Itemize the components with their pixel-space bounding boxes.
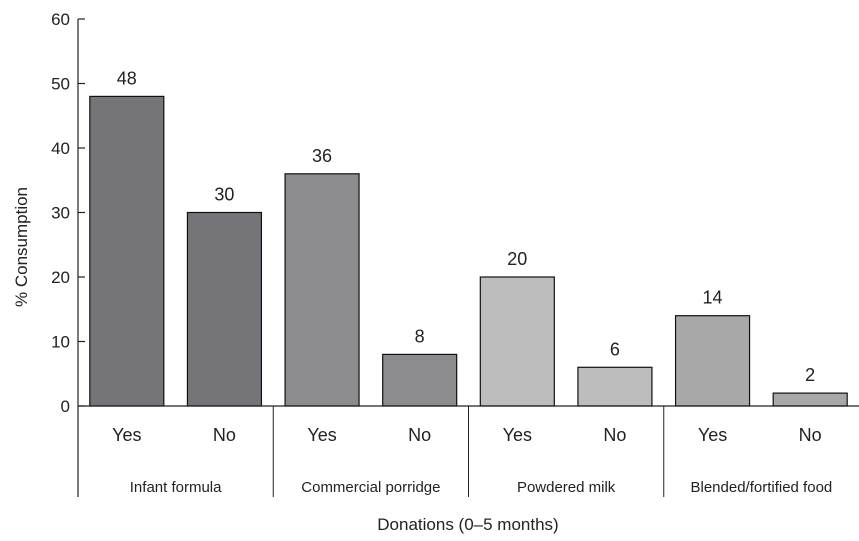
- bars: 48 30 36 8 20 6 14 2: [89, 68, 848, 407]
- y-tick-label: 60: [51, 10, 70, 29]
- bar-value-label: 6: [610, 339, 620, 359]
- y-tick-label: 20: [51, 268, 70, 287]
- bar: [382, 353, 458, 407]
- y-tick-label: 50: [51, 75, 70, 94]
- y-tick-label: 0: [61, 397, 70, 416]
- bar-category-label: Yes: [112, 425, 141, 445]
- group-label: Blended/fortified food: [690, 479, 832, 496]
- bar-category-label: No: [799, 425, 822, 445]
- y-axis: 0 10 20 30 40 50 60: [51, 10, 85, 497]
- group-label: Infant formula: [130, 479, 222, 496]
- bar: [577, 366, 653, 407]
- bar: [674, 315, 751, 407]
- x-axis-title: Donations (0–5 months): [377, 515, 558, 534]
- x-axis: Yes No Infant formula Yes No Commercial porri…: [78, 405, 859, 497]
- y-axis-title: % Consumption: [12, 187, 31, 307]
- y-tick-label: 30: [51, 204, 70, 223]
- bar: [89, 95, 165, 407]
- bar-value-label: 30: [214, 185, 234, 205]
- bar-category-label: No: [408, 425, 431, 445]
- bar-value-label: 8: [415, 326, 425, 346]
- bar-category-label: No: [603, 425, 626, 445]
- bar-category-label: Yes: [698, 425, 727, 445]
- group-label: Commercial porridge: [301, 479, 440, 496]
- bar-category-label: Yes: [307, 425, 336, 445]
- bar-value-label: 36: [312, 146, 332, 166]
- bar-value-label: 2: [805, 365, 815, 385]
- bar: [284, 173, 360, 407]
- group-label: Powdered milk: [517, 479, 616, 496]
- bar: [186, 211, 263, 407]
- bar: [479, 276, 555, 407]
- bar: [772, 392, 848, 407]
- bar-category-label: Yes: [503, 425, 532, 445]
- bar-value-label: 48: [117, 68, 137, 88]
- bar-category-label: No: [213, 425, 236, 445]
- y-tick-label: 10: [51, 333, 70, 352]
- bar-value-label: 14: [703, 288, 723, 308]
- y-tick-label: 40: [51, 139, 70, 158]
- bar-value-label: 20: [507, 249, 527, 269]
